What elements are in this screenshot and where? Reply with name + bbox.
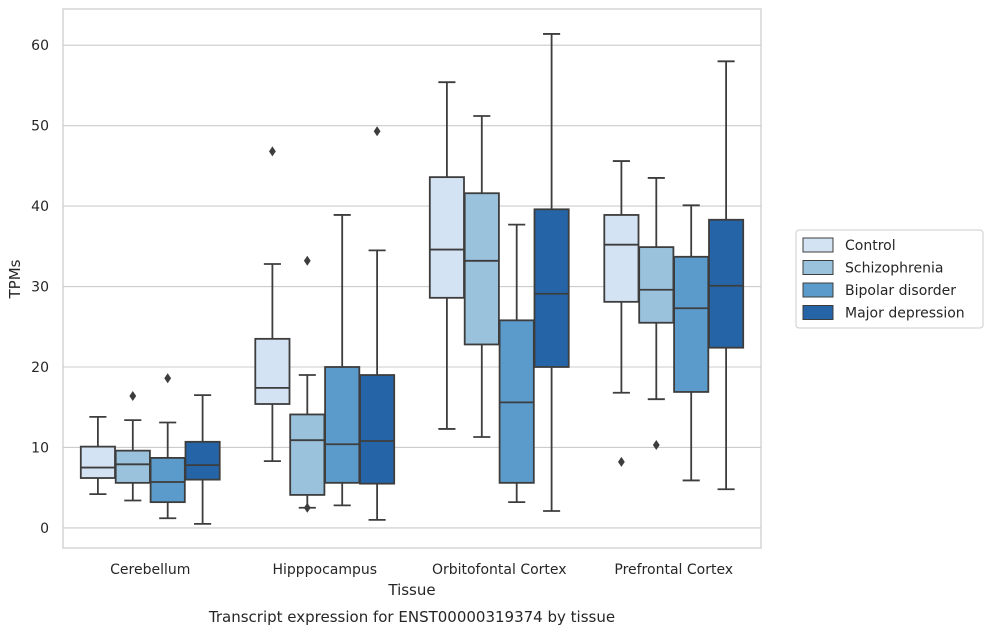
- y-axis-label: TPMs: [6, 259, 24, 299]
- plot-area-frame: [62, 8, 762, 549]
- box-0-2: [149, 373, 186, 520]
- outlier-point: [652, 440, 660, 451]
- outlier-point: [269, 146, 276, 157]
- box-1-0: [254, 146, 291, 463]
- outlier-point: [129, 390, 137, 401]
- box-1-1: [289, 255, 326, 513]
- y-tick-label: 10: [31, 440, 49, 456]
- box-2-3: [533, 33, 570, 512]
- legend-frame: [795, 229, 984, 329]
- box-0-1: [114, 390, 151, 502]
- box-body: [673, 255, 710, 393]
- box-3-1: [638, 177, 675, 451]
- outlier-point: [164, 373, 172, 384]
- box-0-0: [79, 415, 116, 496]
- box-body: [254, 337, 291, 405]
- y-tick-label: 50: [31, 119, 49, 135]
- x-axis-label: Tissue: [387, 581, 435, 599]
- legend-swatch: [802, 282, 834, 298]
- boxes: [79, 33, 745, 525]
- outlier-point: [373, 126, 381, 137]
- outlier-point: [303, 255, 311, 266]
- x-tick-label: Cerebellum: [110, 562, 190, 578]
- x-tick-labels: Cerebellum Hipppocampus Orbitofontal Corte…: [110, 562, 733, 578]
- box-body: [638, 246, 675, 324]
- box-3-0: [603, 160, 640, 467]
- box-body: [603, 214, 640, 303]
- x-tick-label: Orbitofontal Cortex: [432, 562, 567, 578]
- outlier-point: [618, 456, 625, 467]
- y-tick-label: 60: [31, 38, 49, 54]
- legend-swatch: [802, 305, 834, 320]
- box-1-2: [324, 214, 361, 507]
- box-3-2: [673, 204, 710, 482]
- box-body: [184, 440, 221, 481]
- box-2-2: [498, 223, 535, 504]
- box-body: [359, 374, 396, 485]
- box-body: [708, 218, 745, 349]
- y-tick-label: 30: [31, 280, 49, 296]
- box-body: [114, 449, 151, 484]
- gridlines: [63, 44, 761, 529]
- legend-swatch: [802, 237, 834, 253]
- legend-label: Major depression: [845, 306, 965, 322]
- box-1-3: [359, 126, 396, 521]
- box-3-3: [708, 60, 745, 491]
- box-body: [428, 176, 465, 299]
- box-body: [79, 445, 116, 479]
- y-tick-label: 0: [40, 521, 49, 537]
- legend-label: Schizophrenia: [845, 261, 943, 277]
- x-tick-label: Hipppocampus: [272, 562, 377, 578]
- outlier-point: [303, 502, 311, 513]
- x-tick-label: Prefrontal Cortex: [614, 562, 733, 578]
- box-body: [533, 208, 570, 368]
- y-tick-label: 40: [31, 199, 49, 215]
- box-2-0: [428, 81, 465, 430]
- y-tick-label: 20: [31, 360, 49, 376]
- box-body: [289, 413, 326, 496]
- y-tick-labels: 0 10 20 30 40 50 60: [31, 38, 49, 537]
- legend-label: Control: [845, 238, 896, 254]
- box-body: [463, 192, 500, 346]
- figure-caption: Transcript expression for ENST0000031937…: [208, 608, 615, 626]
- box-2-1: [463, 115, 500, 438]
- legend: Control Schizophrenia Bipolar disorder Majo…: [795, 229, 984, 329]
- legend-swatch: [802, 260, 834, 275]
- box-body: [149, 456, 186, 504]
- legend-label: Bipolar disorder: [845, 283, 956, 299]
- box-body: [324, 366, 361, 484]
- box-0-3: [184, 394, 221, 525]
